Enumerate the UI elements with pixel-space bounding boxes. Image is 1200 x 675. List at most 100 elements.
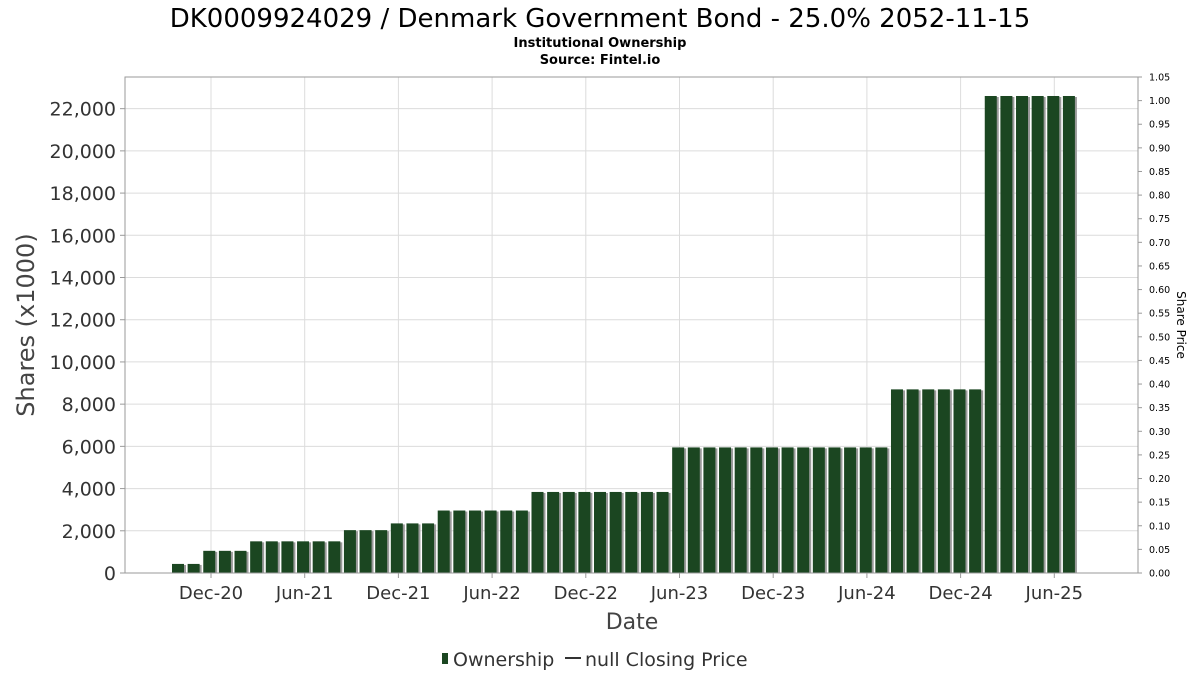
right-tick-label: 0.60 bbox=[1149, 285, 1170, 296]
ownership-bar bbox=[172, 563, 184, 573]
y-axis-label: Shares (x1000) bbox=[12, 233, 40, 416]
ownership-bar bbox=[265, 541, 278, 573]
legend: Ownership null Closing Price bbox=[442, 649, 748, 671]
ownership-bar bbox=[500, 510, 513, 573]
ownership-bar bbox=[515, 510, 528, 573]
left-axis-ticks: 0 2,000 4,000 6,000 8,000 10,000 12,000 14,000 1… bbox=[50, 99, 125, 585]
right-axis-ticks: 0.00 0.05 0.10 0.15 0.20 0.25 0.30 0.35 0.40 0.45… bbox=[1138, 73, 1170, 580]
right-tick-label: 0.50 bbox=[1149, 332, 1170, 343]
ownership-bar bbox=[187, 563, 200, 573]
ownership-bar bbox=[578, 491, 591, 573]
right-tick-label: 0.55 bbox=[1149, 309, 1170, 320]
chart-source: Source: Fintel.io bbox=[540, 53, 661, 68]
x-axis-label: Date bbox=[606, 610, 659, 635]
y-tick-label: 18,000 bbox=[50, 183, 116, 205]
x-tick-label: Dec-21 bbox=[366, 583, 430, 604]
ownership-bar bbox=[250, 541, 263, 573]
legend-price-label: null Closing Price bbox=[585, 649, 748, 671]
y-tick-label: 22,000 bbox=[50, 99, 116, 121]
ownership-bar bbox=[672, 447, 685, 573]
plot-area bbox=[124, 76, 1139, 574]
ownership-bar bbox=[906, 389, 919, 573]
y-tick-label: 20,000 bbox=[50, 141, 116, 163]
ownership-bar bbox=[562, 491, 575, 573]
ownership-bar bbox=[625, 491, 638, 573]
y-tick-label: 2,000 bbox=[62, 521, 116, 543]
ownership-bar bbox=[422, 523, 435, 573]
ownership-bar bbox=[343, 530, 356, 573]
ownership-bar bbox=[734, 447, 747, 573]
ownership-bar bbox=[719, 447, 732, 573]
ownership-bar bbox=[859, 447, 872, 573]
ownership-bar bbox=[609, 491, 622, 573]
ownership-bar bbox=[890, 389, 903, 573]
ownership-bar bbox=[844, 447, 857, 573]
y-tick-label: 6,000 bbox=[62, 436, 116, 458]
right-tick-label: 0.20 bbox=[1149, 474, 1170, 485]
ownership-bar bbox=[406, 523, 419, 573]
ownership-bar bbox=[953, 389, 966, 573]
right-tick-label: 0.45 bbox=[1149, 356, 1170, 367]
ownership-bar bbox=[390, 523, 403, 573]
right-tick-label: 0.10 bbox=[1149, 521, 1170, 532]
right-tick-label: 0.35 bbox=[1149, 403, 1170, 414]
ownership-bar bbox=[594, 491, 607, 573]
ownership-bar bbox=[812, 447, 825, 573]
right-tick-label: 0.90 bbox=[1149, 143, 1170, 154]
ownership-bar bbox=[359, 530, 372, 573]
ownership-bar bbox=[531, 491, 544, 573]
ownership-bar bbox=[781, 447, 794, 573]
gridlines bbox=[125, 77, 1138, 573]
right-tick-label: 0.30 bbox=[1149, 427, 1170, 438]
ownership-bar bbox=[547, 491, 560, 573]
ownership-bars bbox=[172, 95, 1077, 574]
ownership-bar bbox=[297, 541, 310, 573]
right-tick-label: 0.25 bbox=[1149, 450, 1170, 461]
ownership-bar bbox=[937, 389, 950, 573]
ownership-bar bbox=[656, 491, 669, 573]
ownership-bar bbox=[687, 447, 700, 573]
ownership-bar bbox=[640, 491, 653, 573]
ownership-bar bbox=[1000, 95, 1013, 574]
ownership-bar bbox=[312, 541, 325, 573]
ownership-bar bbox=[922, 389, 935, 573]
x-tick-label: Dec-24 bbox=[928, 583, 992, 604]
ownership-bar bbox=[468, 510, 481, 573]
right-tick-label: 0.95 bbox=[1149, 120, 1170, 131]
right-tick-label: 1.00 bbox=[1149, 96, 1170, 107]
y-tick-label: 0 bbox=[104, 563, 116, 585]
ownership-bar bbox=[969, 389, 982, 573]
x-tick-label: Jun-24 bbox=[837, 583, 896, 604]
ownership-bar bbox=[1016, 95, 1029, 574]
right-tick-label: 0.70 bbox=[1149, 238, 1170, 249]
chart-title: DK0009924029 / Denmark Government Bond -… bbox=[170, 4, 1031, 34]
legend-ownership-label: Ownership bbox=[453, 649, 554, 671]
ownership-bar bbox=[375, 530, 388, 573]
right-tick-label: 1.05 bbox=[1149, 73, 1170, 84]
legend-ownership-swatch bbox=[442, 653, 448, 664]
y-tick-label: 8,000 bbox=[62, 394, 116, 416]
ownership-bar bbox=[828, 447, 841, 573]
y-tick-label: 10,000 bbox=[50, 352, 116, 374]
right-tick-label: 0.05 bbox=[1149, 545, 1170, 556]
right-tick-label: 0.15 bbox=[1149, 498, 1170, 509]
ownership-bar bbox=[484, 510, 497, 573]
ownership-bar bbox=[750, 447, 763, 573]
ownership-bar bbox=[437, 510, 450, 573]
x-tick-label: Dec-20 bbox=[179, 583, 243, 604]
ownership-bar bbox=[1062, 95, 1075, 574]
right-axis-label: Share Price bbox=[1174, 291, 1188, 359]
ownership-bar bbox=[1031, 95, 1044, 574]
ownership-bar bbox=[875, 447, 888, 573]
x-tick-label: Jun-25 bbox=[1025, 583, 1084, 604]
ownership-bar bbox=[203, 550, 216, 573]
ownership-bar bbox=[281, 541, 294, 573]
x-tick-label: Dec-23 bbox=[741, 583, 805, 604]
ownership-bar bbox=[765, 447, 778, 573]
chart-subtitle: Institutional Ownership bbox=[514, 36, 687, 51]
y-tick-label: 12,000 bbox=[50, 310, 116, 332]
ownership-bar bbox=[1047, 95, 1060, 574]
x-axis-ticks: Dec-20 Jun-21 Dec-21 Jun-22 Dec-22 Jun-23 Dec-… bbox=[179, 573, 1083, 604]
ownership-bar bbox=[234, 550, 247, 573]
